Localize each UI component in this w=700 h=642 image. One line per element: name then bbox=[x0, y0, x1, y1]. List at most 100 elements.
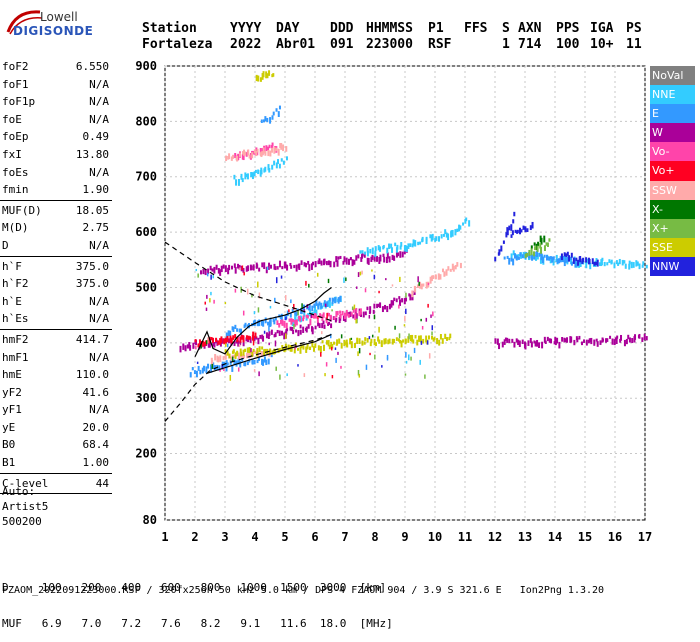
echo-noise-mark bbox=[373, 314, 376, 320]
param-separator bbox=[0, 328, 112, 330]
echo-mark bbox=[617, 262, 620, 266]
echo-noise-mark bbox=[212, 275, 215, 279]
echo-mark bbox=[300, 316, 303, 322]
echo-mark bbox=[538, 342, 541, 348]
echo-noise-mark bbox=[340, 365, 342, 369]
echo-noise-mark bbox=[427, 282, 430, 286]
echo-mark bbox=[606, 262, 609, 266]
param-row: foF1 N/A bbox=[0, 76, 112, 94]
echo-mark bbox=[336, 260, 339, 267]
echo-mark bbox=[364, 337, 367, 341]
echo-mark bbox=[259, 77, 262, 82]
echo-mark bbox=[333, 261, 336, 268]
echo-mark bbox=[382, 253, 385, 258]
profile-bound-curve bbox=[164, 241, 332, 322]
echo-mark bbox=[425, 281, 428, 289]
echo-mark bbox=[207, 363, 210, 369]
echo-noise-mark bbox=[241, 265, 244, 270]
echo-noise-mark bbox=[303, 373, 306, 378]
echo-mark bbox=[323, 300, 326, 306]
echo-mark bbox=[283, 320, 286, 328]
echo-mark bbox=[520, 229, 523, 233]
echo-mark bbox=[350, 341, 353, 349]
echo-mark bbox=[408, 293, 411, 297]
echo-mark bbox=[280, 142, 283, 150]
echo-noise-mark bbox=[405, 352, 407, 358]
echo-mark bbox=[412, 339, 415, 344]
echo-mark bbox=[527, 340, 530, 346]
echo-noise-mark bbox=[195, 268, 198, 272]
echo-mark bbox=[534, 246, 537, 251]
echo-mark bbox=[350, 312, 353, 317]
echo-mark bbox=[248, 347, 251, 354]
echo-mark bbox=[311, 327, 314, 335]
echo-mark bbox=[363, 341, 366, 345]
echo-mark bbox=[319, 313, 322, 319]
header-label-0: Station bbox=[142, 21, 197, 36]
echo-mark bbox=[320, 302, 323, 309]
echo-mark bbox=[238, 264, 241, 270]
echo-mark bbox=[209, 265, 212, 271]
echo-mark bbox=[508, 257, 511, 265]
echo-mark bbox=[432, 275, 435, 279]
echo-mark bbox=[247, 149, 250, 156]
param-row: MUF(D) 18.05 bbox=[0, 202, 112, 220]
echo-mark bbox=[433, 336, 436, 341]
echo-mark bbox=[325, 340, 328, 345]
echo-mark bbox=[231, 364, 234, 372]
echo-mark bbox=[313, 313, 316, 319]
echo-mark bbox=[276, 159, 279, 164]
artist-code: 500200 bbox=[2, 515, 42, 528]
echo-mark bbox=[340, 342, 343, 349]
echo-mark bbox=[230, 156, 233, 161]
echo-mark bbox=[374, 246, 377, 252]
echo-mark bbox=[277, 148, 280, 156]
echo-mark bbox=[444, 333, 447, 340]
echo-mark bbox=[336, 310, 339, 316]
param-value: N/A bbox=[89, 350, 109, 364]
echo-mark bbox=[540, 253, 543, 261]
echo-mark bbox=[212, 362, 215, 369]
echo-noise-mark bbox=[240, 286, 242, 293]
echo-mark bbox=[225, 155, 228, 162]
echo-mark bbox=[247, 338, 250, 343]
profile-bound-curve bbox=[164, 333, 332, 422]
echo-noise-mark bbox=[343, 277, 345, 283]
echo-mark bbox=[450, 231, 453, 238]
echo-noise-mark bbox=[403, 324, 406, 327]
echo-mark bbox=[420, 283, 423, 290]
echo-mark bbox=[624, 263, 627, 269]
echo-mark bbox=[417, 241, 420, 246]
echo-mark bbox=[570, 336, 573, 343]
echo-mark bbox=[237, 263, 240, 269]
echo-mark bbox=[399, 245, 402, 250]
x-tick-label: 12 bbox=[488, 530, 502, 544]
echo-mark bbox=[306, 314, 309, 319]
echo-mark bbox=[559, 256, 562, 263]
echo-mark bbox=[231, 354, 234, 359]
echo-mark bbox=[564, 338, 567, 343]
echo-noise-mark bbox=[408, 333, 410, 340]
echo-mark bbox=[353, 259, 356, 265]
echo-mark bbox=[570, 252, 573, 258]
header-value-4: 223000 bbox=[366, 37, 413, 52]
echo-mark bbox=[582, 257, 585, 263]
echo-noise-mark bbox=[420, 318, 422, 322]
echo-mark bbox=[253, 335, 256, 342]
echo-mark bbox=[286, 328, 289, 332]
echo-mark bbox=[300, 260, 303, 265]
echo-noise-mark bbox=[357, 369, 360, 376]
echo-mark bbox=[282, 160, 285, 165]
echo-mark bbox=[302, 317, 305, 322]
echo-mark bbox=[242, 349, 245, 356]
param-label: C-level bbox=[2, 476, 49, 490]
echo-mark bbox=[311, 305, 314, 312]
echo-mark bbox=[186, 344, 189, 349]
echo-mark bbox=[249, 351, 252, 359]
echo-noise-mark bbox=[405, 360, 408, 364]
echo-mark bbox=[184, 345, 187, 352]
echo-mark bbox=[242, 153, 245, 161]
echo-mark bbox=[197, 365, 200, 371]
echo-mark bbox=[533, 251, 536, 257]
echo-mark bbox=[239, 336, 242, 343]
